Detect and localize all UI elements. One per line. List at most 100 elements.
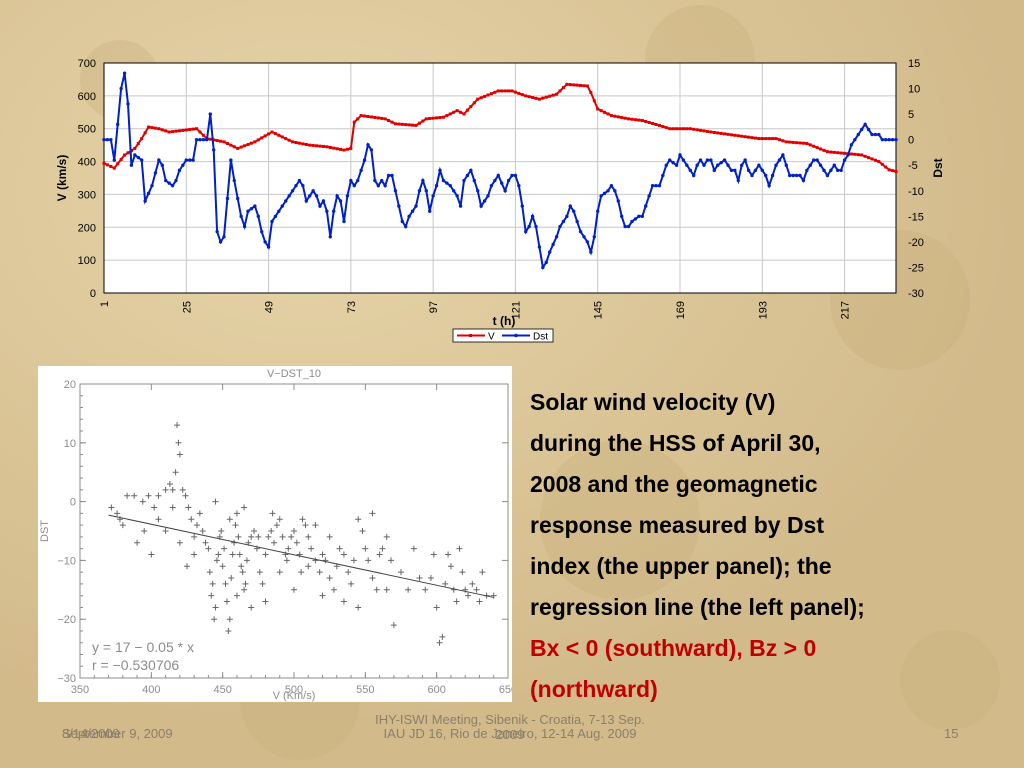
data-point-v xyxy=(417,121,421,125)
data-point-v xyxy=(791,140,795,144)
scatter-point xyxy=(447,563,454,570)
scatter-point xyxy=(185,504,192,511)
data-point-dst xyxy=(263,240,267,244)
data-point-dst xyxy=(801,178,806,183)
x-tick-label: 49 xyxy=(264,301,276,313)
data-point-dst xyxy=(698,158,703,162)
y-axis-title: DST xyxy=(39,520,51,542)
scatter-point xyxy=(398,569,404,576)
scatter-point xyxy=(238,563,245,570)
data-point-v xyxy=(544,95,548,99)
data-point-dst xyxy=(770,173,775,178)
data-point-v xyxy=(493,90,497,94)
data-point-v xyxy=(750,136,754,140)
data-point-dst xyxy=(750,173,754,178)
scatter-point xyxy=(191,551,198,558)
scatter-point xyxy=(213,557,220,564)
data-point-dst xyxy=(575,219,579,224)
scatter-point xyxy=(162,528,169,534)
caption-line: Solar wind velocity (V) xyxy=(530,389,776,415)
scatter-point xyxy=(340,551,347,558)
data-point-v xyxy=(784,140,788,144)
data-point-dst xyxy=(174,178,178,183)
data-point-v xyxy=(832,150,836,154)
data-point-v xyxy=(414,123,418,127)
scatter-point xyxy=(225,627,232,634)
scatter-point xyxy=(316,569,323,576)
scatter-point xyxy=(262,598,269,605)
data-point-v xyxy=(668,127,672,131)
scatter-point xyxy=(388,557,395,564)
scatter-point xyxy=(473,586,480,593)
data-point-dst xyxy=(606,189,610,193)
data-point-dst xyxy=(678,153,682,157)
data-point-dst xyxy=(860,127,864,132)
data-point-v xyxy=(208,137,212,141)
scatter-point xyxy=(479,569,486,576)
data-point-dst xyxy=(866,127,871,132)
scatter-point xyxy=(218,528,225,534)
data-point-dst xyxy=(890,137,895,142)
y-right-tick-label: -10 xyxy=(908,186,924,198)
data-point-v xyxy=(599,109,603,113)
data-point-dst xyxy=(414,204,418,208)
data-point-dst xyxy=(359,168,363,173)
scatter-point xyxy=(259,580,266,587)
x-axis-title: V (Km/s) xyxy=(273,690,316,702)
scatter-point xyxy=(298,569,305,576)
data-point-v xyxy=(856,153,860,157)
data-point-dst xyxy=(592,235,596,239)
scatter-point xyxy=(445,551,452,558)
legend-label-v: V xyxy=(488,332,495,343)
data-point-dst xyxy=(644,204,648,208)
scatter-point xyxy=(465,592,472,599)
scatter-point xyxy=(208,592,215,599)
data-point-dst xyxy=(702,163,706,167)
data-point-dst xyxy=(342,219,346,224)
scatter-point xyxy=(134,539,141,546)
data-point-v xyxy=(575,83,579,87)
data-point-v xyxy=(609,114,613,118)
data-point-dst xyxy=(349,178,353,183)
data-point-dst xyxy=(294,183,298,188)
y-tick-label: 20 xyxy=(64,379,76,391)
data-point-v xyxy=(702,129,706,133)
data-point-v xyxy=(304,142,308,146)
data-point-dst xyxy=(105,137,110,142)
data-point-dst xyxy=(856,132,860,137)
data-point-dst xyxy=(150,183,154,188)
data-point-v xyxy=(651,121,655,125)
data-point-dst xyxy=(476,189,480,193)
data-point-v xyxy=(743,135,747,139)
scatter-title: V−DST_10 xyxy=(267,368,321,380)
data-point-dst xyxy=(232,178,236,183)
data-point-v xyxy=(561,86,565,90)
data-point-dst xyxy=(825,173,830,178)
y-right-tick-label: -5 xyxy=(908,160,918,172)
scatter-point xyxy=(427,575,434,582)
y-left-tick-label: 200 xyxy=(78,222,96,234)
data-point-dst xyxy=(164,178,168,183)
data-point-v xyxy=(256,138,260,142)
x-tick-label: 450 xyxy=(213,684,231,696)
scatter-point xyxy=(326,575,333,582)
data-point-v xyxy=(472,101,476,105)
data-point-v xyxy=(311,143,315,147)
data-point-dst xyxy=(455,194,459,198)
data-point-v xyxy=(318,144,322,148)
scatter-point xyxy=(176,539,183,546)
x-tick-label: 400 xyxy=(142,684,160,696)
scatter-point xyxy=(223,598,230,605)
data-point-v xyxy=(695,128,699,132)
scatter-point xyxy=(145,492,152,499)
data-point-v xyxy=(699,128,703,132)
y-left-tick-label: 100 xyxy=(78,255,96,267)
scatter-point xyxy=(162,486,169,493)
data-point-v xyxy=(369,115,373,119)
data-point-dst xyxy=(321,199,326,203)
caption-line: 2008 and the geomagnetic xyxy=(530,471,818,497)
data-point-v xyxy=(140,137,144,141)
data-point-dst xyxy=(290,189,295,193)
data-point-v xyxy=(459,110,463,114)
data-point-dst xyxy=(527,224,531,229)
